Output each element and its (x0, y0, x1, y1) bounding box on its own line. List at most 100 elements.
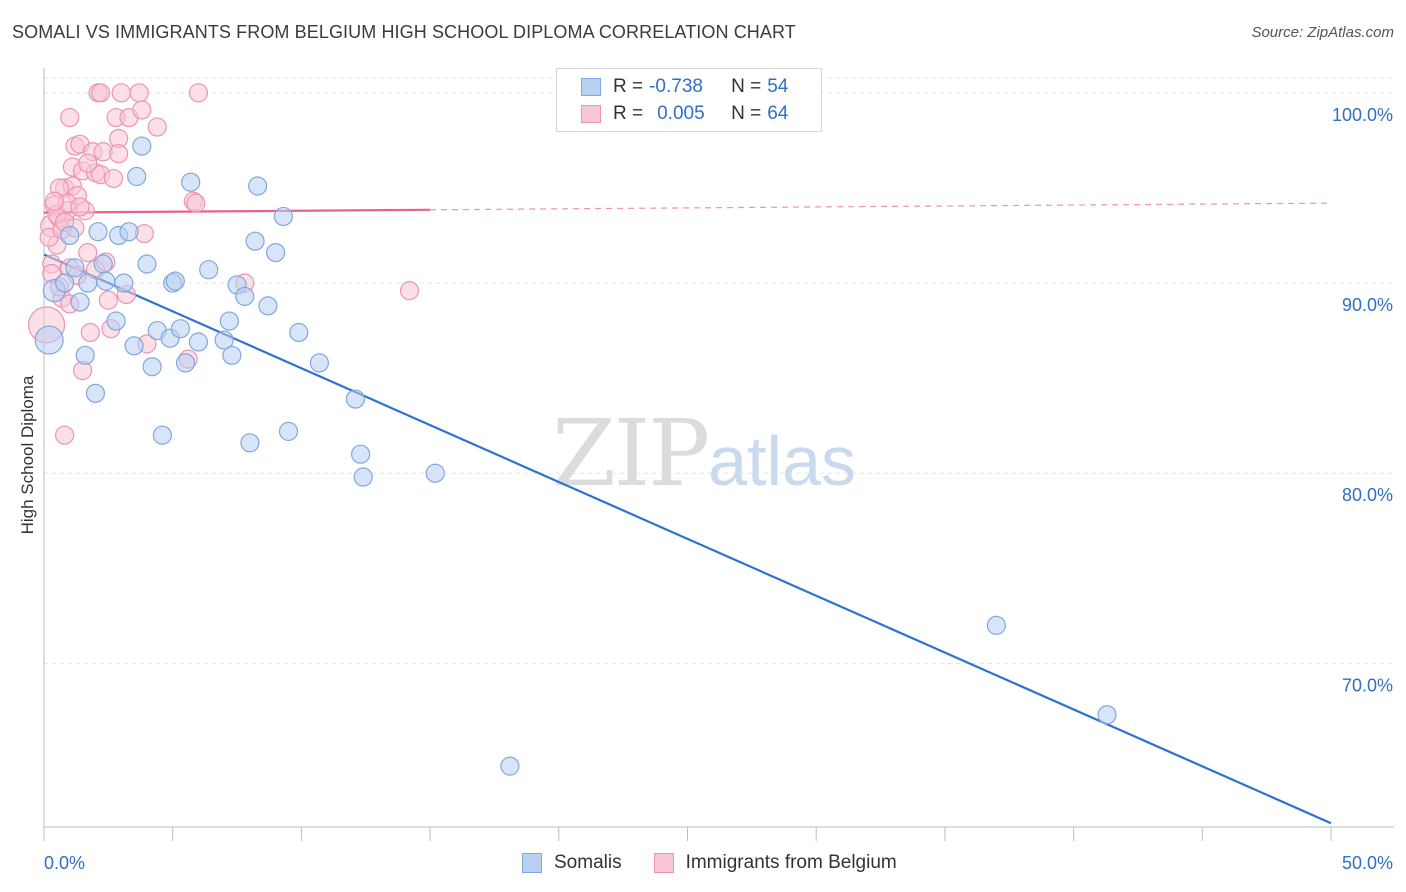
belgium-point (111, 83, 131, 103)
somali-point (188, 332, 209, 352)
r-value: 0.005 (657, 103, 705, 124)
belgium-point (129, 83, 149, 103)
legend-row-belgium: R = 0.005 N = 64 (581, 102, 788, 126)
somali-point (986, 615, 1006, 635)
somali-point (258, 296, 278, 316)
trend-lines (43, 202, 1332, 825)
watermark: ZIPatlas (552, 400, 856, 507)
legend-row-somalis: R = -0.738 N = 54 (581, 75, 788, 99)
somali-point (170, 319, 191, 339)
somali-point (60, 225, 80, 246)
belgium-point (186, 193, 206, 213)
n-value: 54 (767, 76, 789, 97)
n-label: N = (731, 103, 762, 124)
somali-point (88, 222, 108, 242)
series-legend: Somalis Immigrants from Belgium (522, 852, 929, 874)
legend-label: Somalis (554, 852, 622, 873)
legend-item-belgium[interactable]: Immigrants from Belgium (653, 852, 897, 874)
somali-swatch (581, 78, 601, 96)
somali-point (54, 273, 75, 293)
y-tick-label: 90.0% (1342, 295, 1393, 315)
somali-point (142, 357, 162, 377)
somali-point (78, 273, 98, 293)
somali-point (214, 330, 234, 350)
belgium-trend-line-dashed (430, 202, 1332, 211)
somali-point (75, 345, 95, 365)
somali-point (345, 389, 366, 409)
somali-point (132, 136, 152, 156)
y-tick-label: 100.0% (1332, 105, 1393, 125)
somali-point (222, 345, 242, 365)
belgium-point (109, 144, 129, 164)
r-label: R = (613, 76, 644, 97)
watermark-atlas: atlas (708, 422, 857, 500)
legend-item-somalis[interactable]: Somalis (522, 852, 622, 874)
belgium-point (70, 197, 90, 217)
somali-point (152, 425, 173, 445)
r-value: -0.738 (649, 76, 703, 97)
somali-point (106, 311, 126, 331)
watermark-zip: ZIP (552, 400, 710, 507)
belgium-point (78, 153, 98, 173)
somali-point (273, 206, 293, 227)
somali-point (235, 286, 255, 306)
chart-title: SOMALI VS IMMIGRANTS FROM BELGIUM HIGH S… (12, 22, 796, 42)
somali-point (137, 254, 157, 274)
axes (43, 68, 1394, 841)
somali-point (34, 325, 64, 355)
somali-point (165, 271, 185, 291)
belgium-point (60, 107, 80, 128)
somali-point (219, 311, 239, 331)
x-tick-label: 0.0% (44, 853, 85, 873)
somali-point (240, 433, 260, 453)
somali-point (124, 336, 144, 356)
n-value: 64 (767, 103, 789, 124)
belgium-point (147, 117, 167, 137)
somali-point (266, 242, 286, 263)
chart-source: Source: ZipAtlas.com (1251, 24, 1394, 41)
belgium-point (132, 100, 152, 120)
somali-point (93, 254, 113, 274)
belgium-point (98, 290, 118, 310)
somali-point (309, 353, 330, 373)
gridlines (44, 77, 1394, 664)
somali-point (245, 231, 265, 251)
tick-labels: 70.0% 80.0% 90.0% 100.0% 0.0% 50.0% (44, 105, 1393, 873)
somali-point (351, 444, 371, 464)
y-tick-label: 70.0% (1342, 675, 1393, 695)
somali-point (289, 322, 309, 343)
belgium-point (103, 168, 124, 189)
somali-points (34, 136, 1117, 776)
belgium-point (91, 83, 111, 103)
belgium-point (44, 191, 64, 211)
somali-point (127, 166, 147, 187)
r-label: R = (613, 103, 644, 124)
somali-point (85, 383, 106, 403)
belgium-point (399, 281, 420, 301)
belgium-trend-line (43, 208, 431, 214)
belgium-point (80, 322, 100, 343)
somali-point (96, 271, 116, 291)
x-tick-label: 50.0% (1342, 853, 1393, 873)
somali-point (119, 222, 139, 242)
somali-point (65, 258, 85, 278)
somali-point (1097, 705, 1117, 725)
somali-point (114, 273, 134, 293)
n-label: N = (731, 76, 762, 97)
somali-swatch (522, 853, 542, 873)
y-axis-label: High School Diploma (18, 375, 37, 535)
belgium-swatch (581, 105, 601, 123)
belgium-point (78, 242, 98, 263)
somali-point (248, 176, 268, 196)
legend-label: Immigrants from Belgium (685, 852, 897, 873)
stats-legend: R = -0.738 N = 54 R = 0.005 N = 64 (556, 68, 822, 132)
belgium-point (54, 425, 75, 445)
somali-point (181, 172, 201, 192)
somali-point (70, 292, 90, 312)
y-tick-label: 80.0% (1342, 485, 1393, 505)
somali-point (175, 353, 196, 373)
somali-point (199, 260, 219, 280)
somali-point (425, 463, 445, 483)
belgium-point (188, 83, 209, 103)
